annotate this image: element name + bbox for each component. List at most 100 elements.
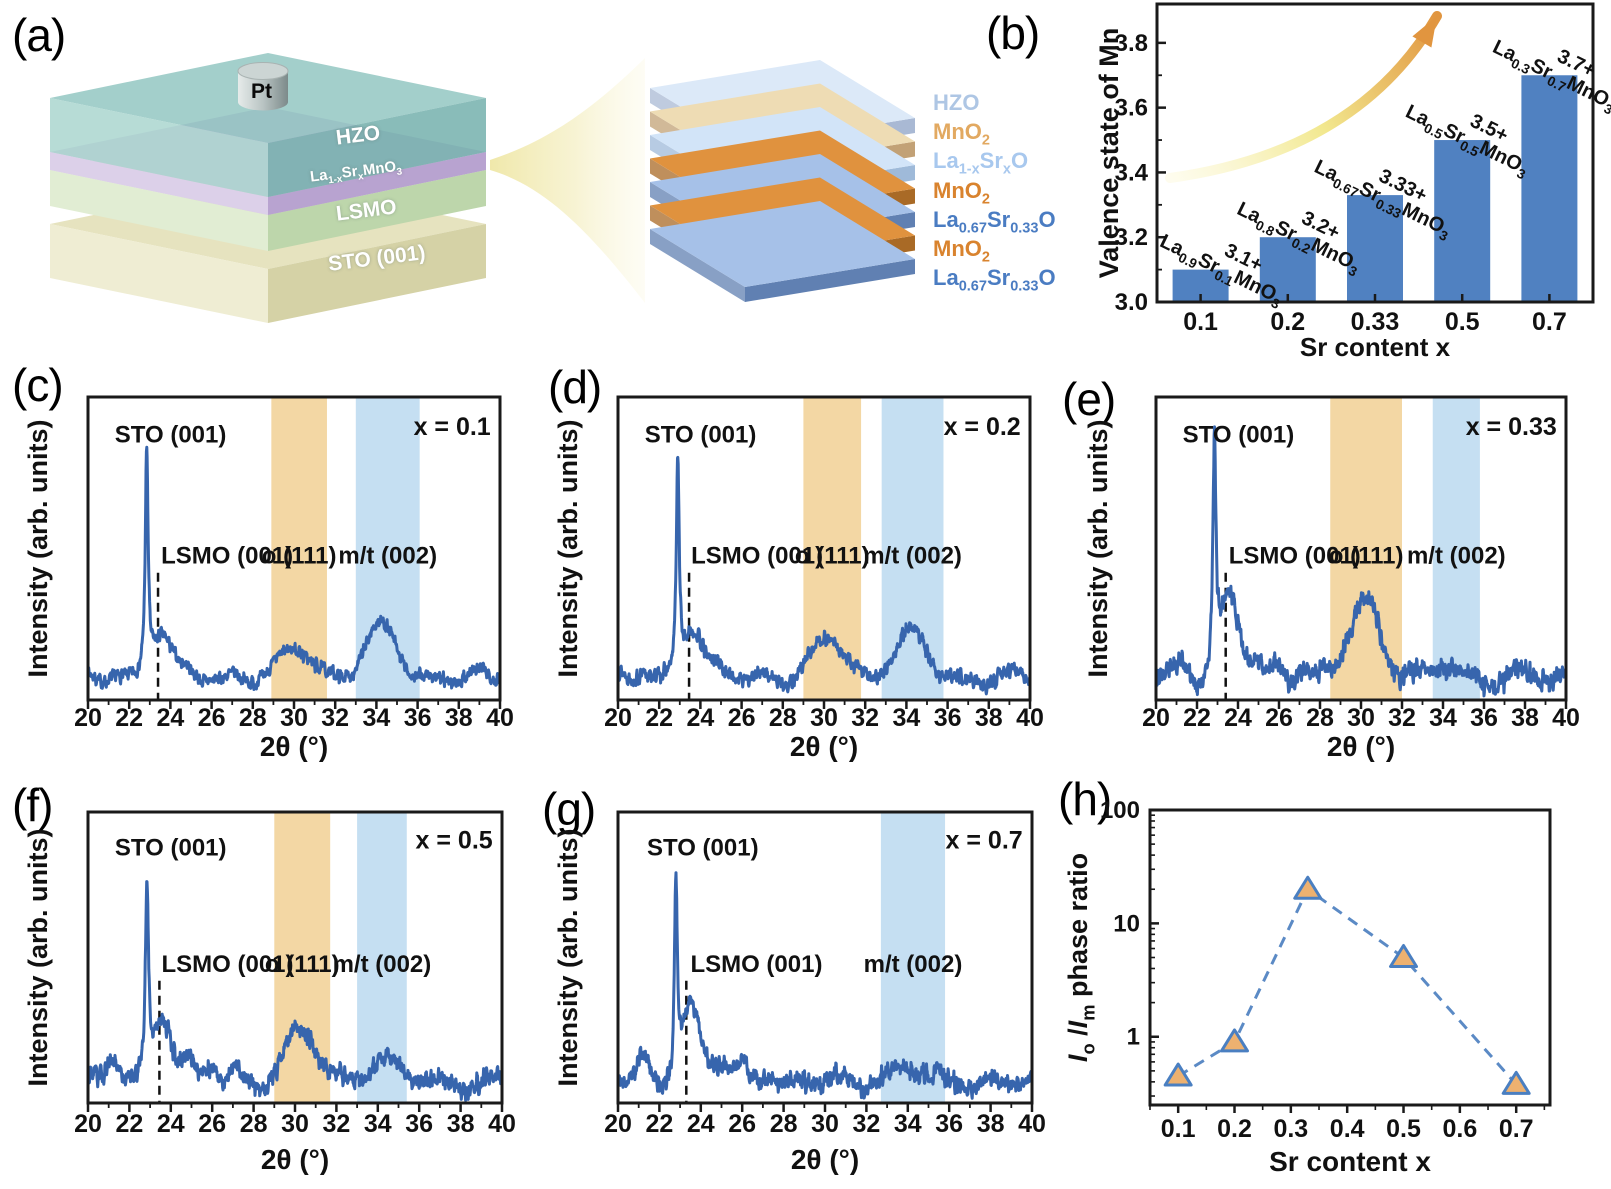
y-axis-label: Intensity (arb. units) — [1083, 419, 1113, 677]
x-tick-label: 40 — [1018, 1110, 1046, 1138]
x-tick-label: 22 — [115, 704, 143, 732]
xrd-curve — [616, 455, 1032, 696]
x-tick-label: 22 — [645, 704, 673, 732]
peak-annotation: LSMO (001) — [690, 951, 822, 978]
superlattice-layer-label: MnO2 — [933, 177, 990, 207]
y-tick-label: 3.2 — [1115, 224, 1148, 251]
x-tick-label: 26 — [198, 1110, 226, 1138]
pt-electrode — [237, 62, 289, 111]
x-tick-label: 36 — [934, 704, 962, 732]
bar — [1434, 140, 1491, 302]
panel-label-c: (c) — [12, 359, 64, 411]
peak-annotation: STO (001) — [647, 835, 759, 862]
x-tick-label: 26 — [1265, 704, 1293, 732]
superlattice-slab — [650, 201, 915, 302]
x-tick-label: 28 — [770, 1110, 798, 1138]
peak-annotation: STO (001) — [645, 421, 757, 448]
superlattice-layer-label: La0.67Sr0.33O — [933, 265, 1056, 295]
band-label: m/t (002) — [333, 951, 432, 978]
x-tick-label: 0.33 — [1351, 308, 1400, 336]
x-tick-label: 26 — [728, 1110, 756, 1138]
x-tick-label: 30 — [811, 1110, 839, 1138]
y-tick-label: 3.6 — [1115, 95, 1148, 122]
x-tick-label: 32 — [852, 1110, 880, 1138]
x-tick-label: 40 — [486, 704, 514, 732]
band-label: m/t (002) — [864, 951, 963, 978]
panel-a-schematic — [50, 53, 915, 323]
x-tick-label: 28 — [240, 1110, 268, 1138]
y-axis-label: Intensity (arb. units) — [553, 419, 583, 677]
superlattice-layer-label: HZO — [933, 90, 980, 115]
x-tick-label: 0.1 — [1183, 308, 1218, 336]
x-tick-label: 24 — [686, 704, 714, 732]
bar — [1259, 237, 1316, 302]
x-tick-label: 32 — [321, 704, 349, 732]
peak-annotation: STO (001) — [1183, 421, 1295, 448]
x-tick-label: 24 — [156, 704, 184, 732]
bar — [1521, 75, 1578, 303]
peak-annotation: LSMO (001) — [691, 543, 823, 570]
xrd-curve — [1154, 425, 1568, 698]
peak-annotation: LSMO (001) — [161, 951, 293, 978]
slab-front-right-face — [745, 259, 915, 302]
x-tick-label: 38 — [975, 704, 1003, 732]
x-tick-label: 24 — [687, 1110, 715, 1138]
device-stack — [50, 53, 486, 323]
x-tick-label: 40 — [488, 1110, 516, 1138]
y-tick-label: 3.4 — [1115, 159, 1149, 186]
valence-bar-chart: 3.0 3.2 3.4 3.6 3.8 0.1 0.2 0.33 0.5 0.7 Sr conten… — [1094, 2, 1611, 362]
sample-label: x = 0.2 — [944, 413, 1021, 441]
x-tick-label: 0.4 — [1330, 1115, 1365, 1143]
x-tick-label: 28 — [769, 704, 797, 732]
data-point-marker — [1501, 1070, 1531, 1095]
xrd-curve — [86, 880, 504, 1102]
superlattice-stack — [650, 60, 915, 302]
sample-label: x = 0.5 — [416, 826, 493, 854]
xrd-chart-x07: 20 22 24 26 28 30 32 34 36 38 40 2θ (°) Intensity (a… — [553, 810, 1046, 1175]
band-label: o (111) — [262, 543, 337, 570]
x-tick-label: 20 — [74, 1110, 102, 1138]
x-tick-label: 26 — [728, 704, 756, 732]
panel-label-a: (a) — [12, 9, 66, 61]
sample-label: x = 0.7 — [946, 826, 1023, 854]
x-axis-label: Sr content x — [1269, 1146, 1431, 1177]
highlight-band — [881, 397, 944, 700]
x-tick-label: 22 — [645, 1110, 673, 1138]
x-tick-label: 38 — [447, 1110, 475, 1138]
panel-label-d: (d) — [548, 361, 602, 413]
y-tick-label: 10 — [1113, 910, 1140, 937]
x-tick-label: 0.6 — [1442, 1115, 1477, 1143]
data-point-marker — [1220, 1028, 1250, 1053]
series-dashed-line — [1177, 886, 1518, 1086]
light-beam-icon — [490, 58, 645, 303]
data-point-marker — [1389, 944, 1419, 968]
pt-electrode-label: Pt — [251, 80, 272, 103]
bar — [1347, 195, 1403, 302]
trend-arrow-icon — [1165, 11, 1442, 183]
x-axis-label: 2θ (°) — [790, 731, 858, 762]
y-axis-label: Io /Im phase ratio — [1063, 853, 1098, 1062]
y-axis-label: Intensity (arb. units) — [23, 419, 53, 677]
slab-front-left-face — [650, 229, 745, 302]
x-tick-label: 36 — [404, 704, 432, 732]
y-axis-label: Intensity (arb. units) — [23, 828, 53, 1086]
peak-annotation: STO (001) — [115, 835, 227, 862]
data-point-marker — [1163, 1062, 1193, 1087]
phase-ratio-chart: 1 10 100 0.1 0.2 0.3 0.4 0.5 0.6 0.7 Sr content x I… — [1063, 797, 1552, 1177]
x-tick-label: 38 — [445, 704, 473, 732]
superlattice-layer-label: MnO2 — [933, 119, 990, 149]
y-tick-label: 1 — [1127, 1024, 1140, 1051]
x-tick-label: 0.7 — [1532, 308, 1567, 336]
xrd-curve — [616, 871, 1034, 1100]
x-axis-label: 2θ (°) — [260, 731, 328, 762]
plot-frame — [1148, 808, 1552, 1107]
x-tick-label: 0.5 — [1386, 1115, 1421, 1143]
x-tick-label: 24 — [157, 1110, 185, 1138]
y-tick-label: 3.8 — [1115, 30, 1148, 57]
x-tick-label: 26 — [198, 704, 226, 732]
x-tick-label: 34 — [894, 1110, 922, 1138]
band-label: m/t (002) — [1407, 543, 1506, 570]
x-tick-label: 22 — [115, 1110, 143, 1138]
x-tick-label: 30 — [281, 1110, 309, 1138]
